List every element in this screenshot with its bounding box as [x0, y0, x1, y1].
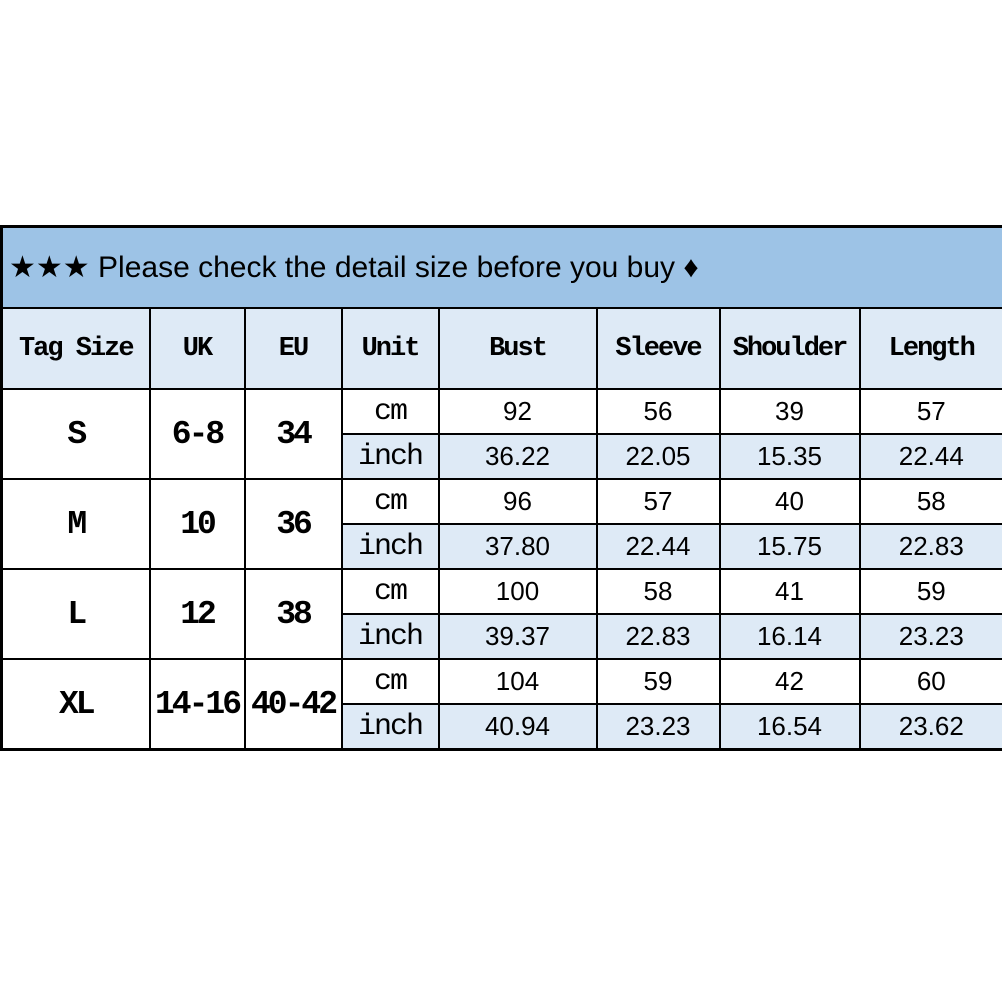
row-s-cm: S 6-8 34 cm 92 56 39 57	[0, 388, 1002, 480]
eu-size-s: 34	[243, 388, 343, 480]
cell-l-cm-bust: 100	[437, 568, 598, 615]
cell-s-cm-length: 57	[858, 388, 1002, 435]
cell-s-inch-sleeve: 22.05	[595, 433, 721, 480]
row-m-cm: M 10 36 cm 96 57 40 58	[0, 478, 1002, 570]
unit-label-inch: inch	[340, 613, 440, 660]
col-header-eu: EU	[243, 307, 343, 390]
unit-label-cm: cm	[340, 658, 440, 705]
row-s-inch: inch 36.22 22.05 15.35 22.44	[2, 433, 1002, 480]
cell-l-inch-shoulder: 16.14	[718, 613, 861, 660]
cell-m-cm-length: 58	[858, 478, 1002, 525]
tag-size-s: S	[0, 388, 151, 480]
cell-xl-inch-shoulder: 16.54	[718, 703, 861, 751]
cell-m-cm-shoulder: 40	[718, 478, 861, 525]
cell-s-inch-shoulder: 15.35	[718, 433, 861, 480]
cell-m-cm-sleeve: 57	[595, 478, 721, 525]
uk-size-l: 12	[148, 568, 246, 660]
cell-l-inch-bust: 39.37	[437, 613, 598, 660]
row-xl-inch: inch 40.94 23.23 16.54 23.62	[2, 703, 1002, 751]
cell-s-cm-shoulder: 39	[718, 388, 861, 435]
col-header-length: Length	[858, 307, 1002, 390]
cell-s-cm-bust: 92	[437, 388, 598, 435]
cell-m-inch-shoulder: 15.75	[718, 523, 861, 570]
cell-xl-inch-length: 23.62	[858, 703, 1002, 751]
unit-label-inch: inch	[340, 703, 440, 751]
cell-l-inch-length: 23.23	[858, 613, 1002, 660]
unit-label-cm: cm	[340, 568, 440, 615]
col-header-shoulder: Shoulder	[718, 307, 861, 390]
eu-size-m: 36	[243, 478, 343, 570]
cell-m-inch-bust: 37.80	[437, 523, 598, 570]
cell-l-inch-sleeve: 22.83	[595, 613, 721, 660]
size-chart-table: ★★★ Please check the detail size before …	[0, 225, 1002, 751]
cell-xl-cm-length: 60	[858, 658, 1002, 705]
banner: ★★★ Please check the detail size before …	[0, 225, 1002, 309]
cell-l-cm-sleeve: 58	[595, 568, 721, 615]
tag-size-m: M	[0, 478, 151, 570]
tag-size-xl: XL	[0, 658, 151, 751]
unit-label-inch: inch	[340, 523, 440, 570]
cell-m-cm-bust: 96	[437, 478, 598, 525]
unit-label-cm: cm	[340, 388, 440, 435]
uk-size-s: 6-8	[148, 388, 246, 480]
row-l-cm: L 12 38 cm 100 58 41 59	[0, 568, 1002, 660]
uk-size-xl: 14-16	[148, 658, 246, 751]
cell-xl-inch-bust: 40.94	[437, 703, 598, 751]
cell-m-inch-sleeve: 22.44	[595, 523, 721, 570]
col-header-sleeve: Sleeve	[595, 307, 721, 390]
col-header-unit: Unit	[340, 307, 440, 390]
column-header-row: Tag Size UK EU Unit Bust Sleeve Shoulder…	[0, 307, 1002, 390]
eu-size-xl: 40-42	[243, 658, 343, 751]
cell-s-cm-sleeve: 56	[595, 388, 721, 435]
cell-m-inch-length: 22.83	[858, 523, 1002, 570]
unit-label-inch: inch	[340, 433, 440, 480]
cell-xl-inch-sleeve: 23.23	[595, 703, 721, 751]
cell-xl-cm-bust: 104	[437, 658, 598, 705]
row-m-inch: inch 37.80 22.44 15.75 22.83	[2, 523, 1002, 570]
cell-l-cm-length: 59	[858, 568, 1002, 615]
banner-text: ★★★ Please check the detail size before …	[9, 251, 699, 284]
col-header-uk: UK	[148, 307, 246, 390]
cell-l-cm-shoulder: 41	[718, 568, 861, 615]
uk-size-m: 10	[148, 478, 246, 570]
row-l-inch: inch 39.37 22.83 16.14 23.23	[2, 613, 1002, 660]
unit-label-cm: cm	[340, 478, 440, 525]
row-xl-cm: XL 14-16 40-42 cm 104 59 42 60	[0, 658, 1002, 751]
col-header-bust: Bust	[437, 307, 598, 390]
eu-size-l: 38	[243, 568, 343, 660]
top-whitespace	[0, 0, 1002, 225]
cell-s-inch-bust: 36.22	[437, 433, 598, 480]
cell-s-inch-length: 22.44	[858, 433, 1002, 480]
cell-xl-cm-sleeve: 59	[595, 658, 721, 705]
tag-size-l: L	[0, 568, 151, 660]
banner-row: ★★★ Please check the detail size before …	[0, 225, 1002, 309]
cell-xl-cm-shoulder: 42	[718, 658, 861, 705]
col-header-tag-size: Tag Size	[0, 307, 151, 390]
